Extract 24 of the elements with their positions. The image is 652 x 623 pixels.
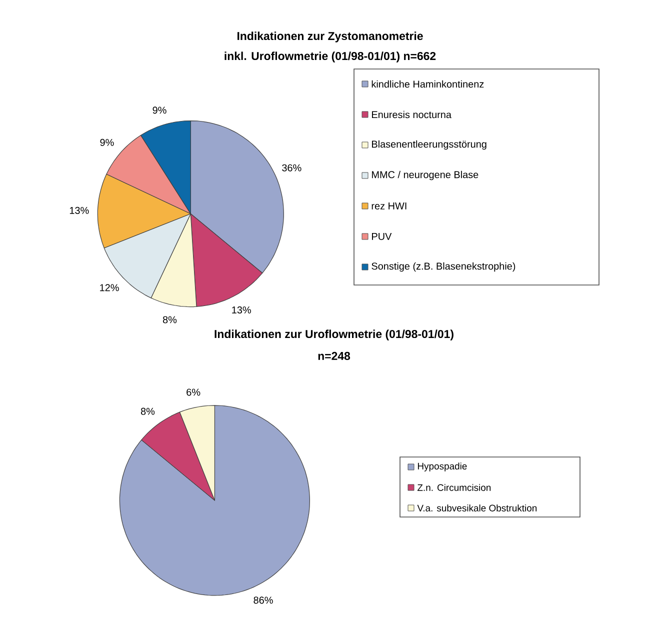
data-label: 86% — [254, 596, 273, 604]
data-label: 6% — [186, 388, 200, 396]
legend-label: kindliche Haminkontinenz — [372, 80, 484, 88]
legend-label: Z.n. Circumcision — [418, 484, 491, 491]
chart-title: Indikationen zur Zystomanometrie — [238, 32, 423, 42]
data-label: 8% — [140, 408, 155, 415]
data-label: 8% — [162, 316, 177, 324]
data-label: 9% — [100, 138, 114, 146]
data-label: 13% — [70, 206, 89, 214]
legend-label: Enuresis nocturna — [372, 110, 452, 118]
data-label: 12% — [100, 284, 119, 292]
chart-subtitle: inkl. Uroflowmetrie (01/98-01/01) n=662 — [224, 52, 436, 62]
legend-label: MMC / neurogene Blase — [372, 170, 478, 180]
data-label: 9% — [152, 106, 166, 114]
legend-label: Hypospadie — [418, 462, 467, 472]
chart-subtitle: n=248 — [318, 352, 350, 360]
legend-label: PUV — [372, 233, 392, 240]
chart-title: Indikationen zur Uroflowmetrie (01/98-01/01) — [214, 330, 454, 340]
legend-label: V.a. subvesikale Obstruktion — [417, 504, 537, 512]
legend-label: rez HWI — [372, 202, 406, 210]
data-label: 36% — [282, 164, 302, 172]
legend-label: Blasenentleerungsstörung — [372, 140, 486, 150]
legend-label: Sonstige (z.B. Blasenekstrophie) — [372, 262, 516, 272]
data-label: 13% — [232, 306, 251, 314]
